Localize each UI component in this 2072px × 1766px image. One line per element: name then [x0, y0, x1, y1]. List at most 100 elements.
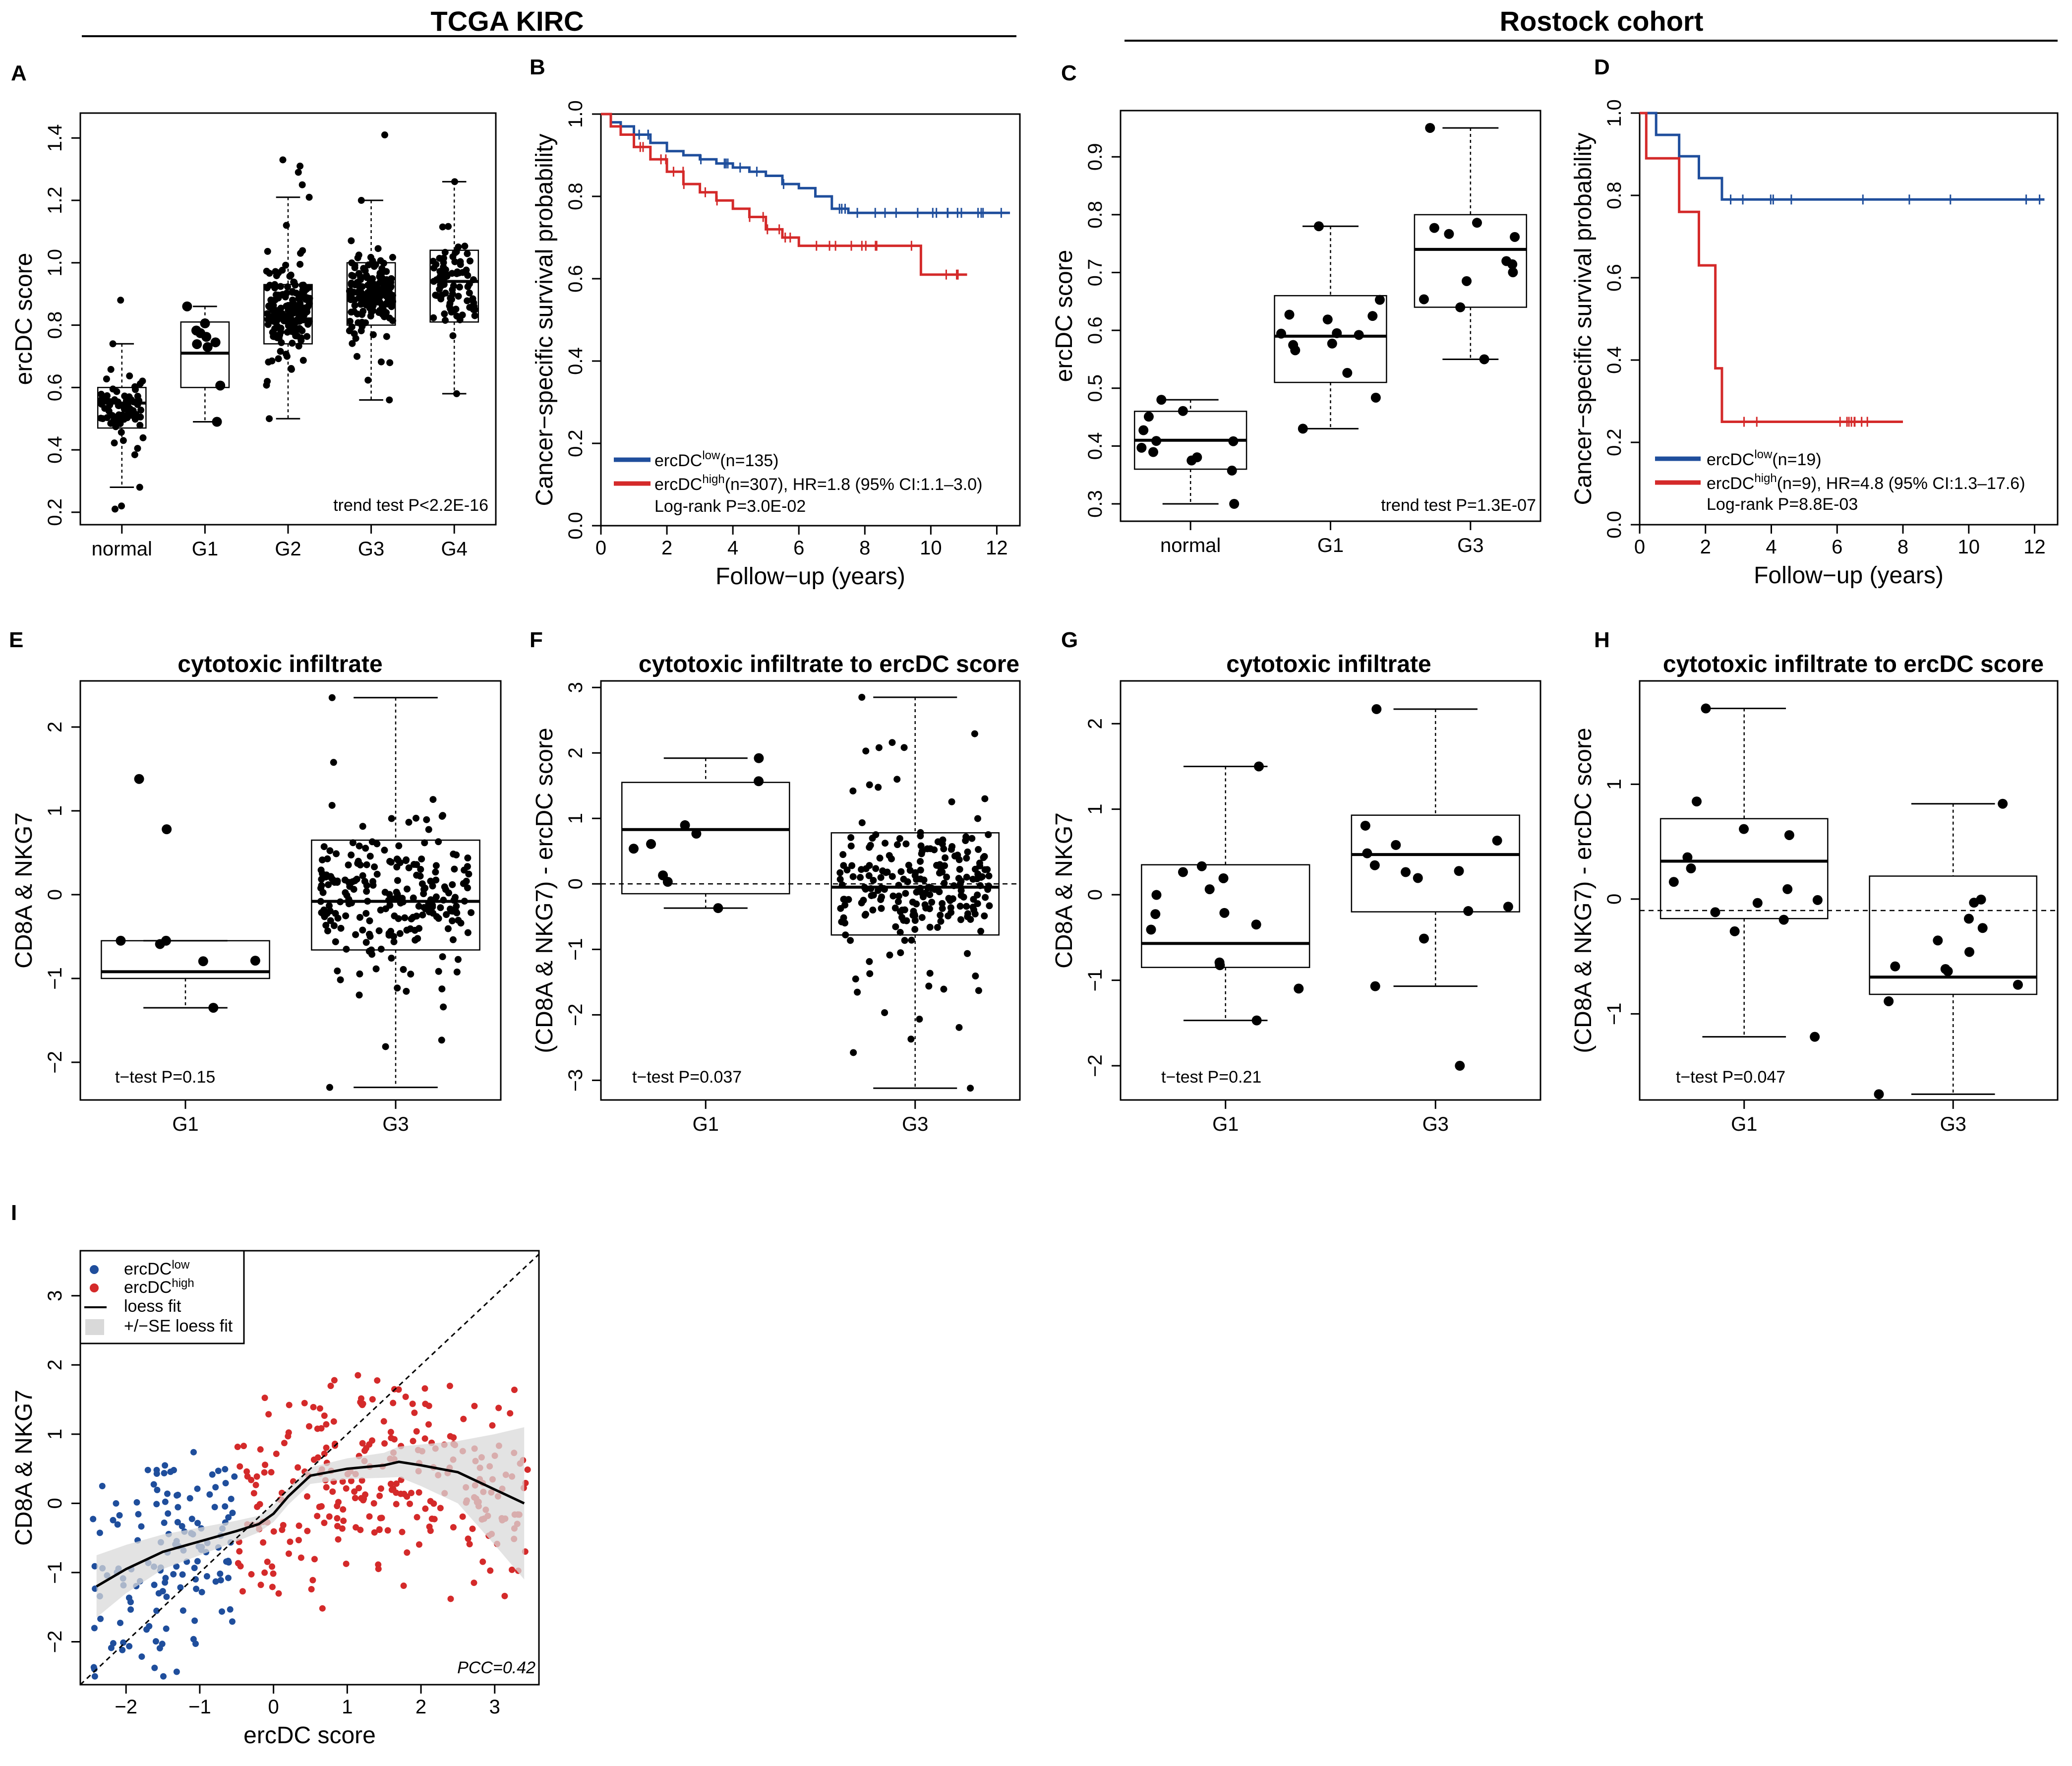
y-axis-label-d: Cancer−specific survival probability — [1570, 133, 1597, 505]
data-point-i-high — [269, 1583, 276, 1590]
legend-i-band-swatch — [85, 1319, 104, 1335]
category-label-h: G1 — [1731, 1113, 1757, 1135]
data-point-i-high — [273, 1451, 280, 1458]
panel-label-i: I — [11, 1201, 17, 1225]
data-point-e — [415, 925, 423, 932]
survival-curve-b-low — [601, 113, 1010, 214]
data-point-i-low — [165, 1510, 172, 1517]
y-tick-label-c: 0.8 — [1084, 201, 1106, 229]
data-point-i-low — [144, 1466, 151, 1473]
data-point-i-high — [471, 1402, 478, 1409]
data-point-i-low — [229, 1618, 236, 1625]
data-point-i-low — [188, 1516, 195, 1522]
data-point-i-low — [231, 1473, 238, 1480]
data-point-f — [866, 958, 873, 965]
data-point-f — [884, 868, 891, 876]
data-point-i-high — [270, 1528, 277, 1535]
data-point-i-low — [159, 1587, 166, 1594]
data-point-h — [1998, 798, 2008, 809]
data-point-a — [263, 284, 271, 292]
box-f — [621, 782, 790, 895]
data-point-a — [107, 365, 115, 373]
data-point-e — [418, 855, 425, 863]
cohort-title-left: TCGA KIRC — [430, 5, 584, 37]
x-tick-label-d: 12 — [2023, 536, 2046, 558]
category-label-a: G4 — [441, 538, 468, 560]
data-point-a — [278, 339, 285, 346]
data-point-a — [286, 310, 293, 317]
data-point-a — [137, 406, 145, 414]
data-point-e — [387, 927, 395, 935]
data-point-e — [414, 935, 421, 942]
data-point-f — [925, 982, 933, 990]
data-point-a — [455, 293, 462, 300]
data-point-f — [931, 846, 938, 853]
y-tick-label-e: 2 — [44, 722, 66, 732]
data-point-c — [1332, 328, 1342, 338]
panel-label-c: C — [1061, 61, 1077, 85]
data-point-f — [847, 937, 854, 944]
category-label-e: G1 — [172, 1113, 198, 1135]
data-point-i-low — [179, 1607, 186, 1614]
data-point-f — [917, 866, 924, 874]
data-point-a — [286, 326, 294, 334]
data-point-c — [1429, 223, 1439, 233]
data-point-f — [896, 835, 903, 842]
data-point-a — [357, 292, 364, 300]
data-point-e — [464, 929, 472, 936]
data-point-e — [437, 904, 444, 912]
data-point-a — [354, 279, 361, 286]
data-point-a — [449, 253, 457, 260]
data-point-i-high — [368, 1437, 375, 1444]
data-point-i-high — [331, 1377, 338, 1384]
data-point-i-high — [248, 1571, 255, 1578]
data-point-f — [975, 987, 982, 994]
data-point-g — [1455, 1061, 1465, 1071]
data-point-h — [1884, 996, 1894, 1006]
data-point-e — [438, 985, 446, 993]
data-point-c — [1374, 295, 1385, 305]
data-point-f — [888, 855, 895, 862]
data-point-f — [893, 841, 901, 849]
data-point-i-high — [323, 1444, 330, 1451]
data-point-i-low — [217, 1570, 224, 1577]
data-point-f — [940, 985, 947, 993]
data-point-f — [928, 899, 936, 906]
legend-i-high-swatch — [90, 1283, 99, 1292]
data-point-a — [441, 248, 449, 256]
plot-frame-G — [1120, 680, 1541, 1101]
data-point-i-high — [264, 1558, 271, 1565]
data-point-f — [922, 889, 929, 897]
data-point-e — [444, 925, 452, 932]
plot-frame-B — [600, 113, 1021, 527]
data-point-f — [646, 839, 656, 849]
data-point-a — [266, 415, 273, 423]
data-point-i-low — [90, 1516, 97, 1522]
data-point-a — [436, 286, 443, 293]
y-tick-label-b: 0.2 — [565, 429, 587, 457]
data-point-h — [1782, 884, 1793, 894]
y-tick-label-d: 0.2 — [1603, 428, 1625, 456]
data-point-e — [388, 955, 395, 962]
data-point-f — [972, 973, 979, 980]
x-tick-label-d: 0 — [1634, 536, 1645, 558]
y-tick-label-a: 1.2 — [44, 186, 66, 214]
data-point-e — [453, 909, 461, 916]
data-point-e — [345, 900, 353, 908]
data-point-f — [886, 951, 893, 959]
data-point-a — [296, 300, 304, 307]
data-point-a — [349, 340, 356, 347]
panel-label-h: H — [1594, 628, 1610, 652]
data-point-h — [1692, 796, 1702, 807]
data-point-h — [1943, 966, 1953, 976]
data-point-a — [272, 268, 279, 275]
data-point-e — [460, 880, 467, 887]
data-point-i-low — [170, 1571, 177, 1578]
data-point-a — [215, 380, 226, 391]
data-point-e — [410, 860, 417, 868]
data-point-a — [448, 296, 455, 303]
y-tick-label-c: 0.9 — [1084, 143, 1106, 171]
data-point-e — [350, 886, 357, 893]
data-point-f — [971, 730, 978, 737]
data-point-e — [208, 1003, 219, 1013]
